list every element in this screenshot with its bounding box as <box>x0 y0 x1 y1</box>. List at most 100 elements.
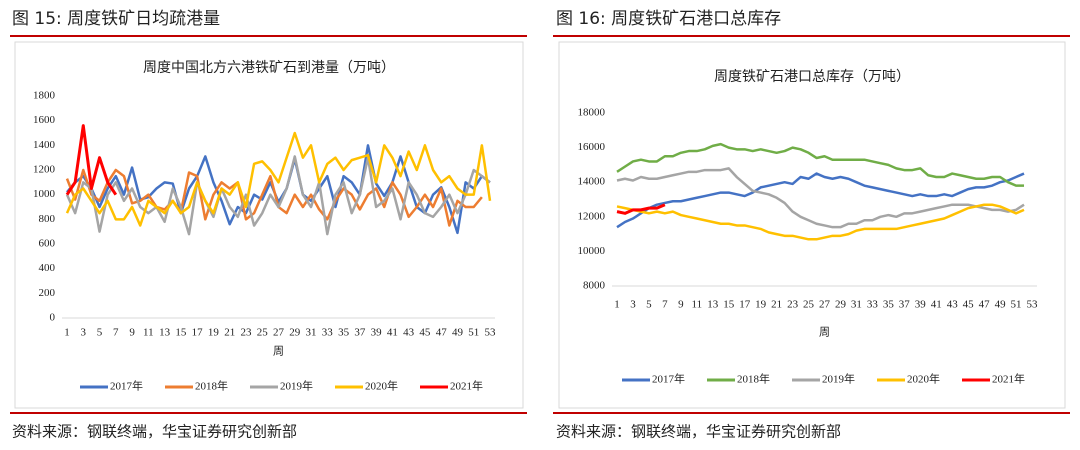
x-tick-label: 13 <box>707 299 719 311</box>
x-tick-label: 23 <box>240 327 252 339</box>
y-tick-label: 10000 <box>578 245 606 257</box>
x-tick-label: 33 <box>322 327 334 339</box>
x-tick-label: 21 <box>224 327 235 339</box>
x-tick-label: 29 <box>835 299 847 311</box>
x-tick-label: 51 <box>1011 299 1022 311</box>
x-tick-label: 17 <box>192 327 204 339</box>
y-tick-label: 8000 <box>583 280 606 292</box>
figure-caption: 图 15: 周度铁矿日均疏港量 <box>12 9 220 29</box>
x-tick-label: 35 <box>338 327 350 339</box>
y-tick-label: 12000 <box>578 210 606 222</box>
source-note: 资料来源：钢联终端，华宝证券研究创新部 <box>12 423 297 441</box>
x-axis-label: 周 <box>819 326 830 339</box>
source-note: 资料来源：钢联终端，华宝证券研究创新部 <box>556 423 841 441</box>
y-tick-label: 1600 <box>33 114 56 126</box>
data-line <box>65 155 491 236</box>
x-tick-label: 53 <box>485 327 497 339</box>
y-tick-label: 600 <box>39 238 56 250</box>
chart-frame <box>558 41 1066 409</box>
x-tick-label: 3 <box>630 299 636 311</box>
x-tick-label: 39 <box>371 327 383 339</box>
x-tick-label: 31 <box>306 327 317 339</box>
data-line <box>65 124 118 196</box>
data-line <box>616 167 1025 229</box>
x-tick-label: 49 <box>452 327 464 339</box>
x-tick-label: 15 <box>175 327 187 339</box>
y-tick-label: 1000 <box>33 188 56 200</box>
x-tick-label: 49 <box>995 299 1007 311</box>
chart-title: 周度铁矿石港口总库存（万吨） <box>714 69 910 85</box>
x-tick-label: 33 <box>867 299 879 311</box>
y-tick-label: 1200 <box>33 164 56 176</box>
legend-label: 2017年 <box>652 372 685 386</box>
x-tick-label: 37 <box>899 299 911 311</box>
x-tick-label: 29 <box>289 327 301 339</box>
x-tick-label: 19 <box>755 299 767 311</box>
x-tick-label: 39 <box>915 299 927 311</box>
data-line <box>66 144 491 235</box>
data-line <box>616 203 1025 241</box>
legend-label: 2020年 <box>907 372 940 386</box>
data-line <box>616 142 1025 187</box>
x-tick-label: 47 <box>436 327 448 339</box>
x-tick-label: 23 <box>787 299 799 311</box>
x-tick-label: 53 <box>1027 299 1039 311</box>
x-tick-label: 1 <box>614 299 620 311</box>
x-tick-label: 21 <box>771 299 782 311</box>
x-tick-label: 41 <box>387 327 398 339</box>
x-tick-label: 43 <box>947 299 959 311</box>
x-tick-label: 15 <box>723 299 735 311</box>
legend-label: 2021年 <box>992 372 1025 386</box>
y-tick-label: 1400 <box>33 139 56 151</box>
x-tick-label: 27 <box>273 327 285 339</box>
legend-label: 2020年 <box>365 379 398 393</box>
x-tick-label: 11 <box>143 327 154 339</box>
y-tick-label: 1800 <box>33 90 56 102</box>
x-tick-label: 45 <box>419 327 431 339</box>
legend-label: 2021年 <box>450 379 483 393</box>
data-line <box>616 203 666 215</box>
x-tick-label: 13 <box>159 327 171 339</box>
legend-label: 2019年 <box>822 372 855 386</box>
figure-caption: 图 16: 周度铁矿石港口总库存 <box>556 9 781 29</box>
legend-label: 2018年 <box>737 372 770 386</box>
chart-frame <box>14 41 524 409</box>
y-tick-label: 0 <box>50 312 56 324</box>
x-tick-label: 3 <box>81 327 87 339</box>
x-tick-label: 47 <box>979 299 991 311</box>
x-tick-label: 11 <box>692 299 703 311</box>
x-tick-label: 9 <box>678 299 684 311</box>
x-axis-label: 周 <box>273 345 284 358</box>
x-tick-label: 25 <box>257 327 269 339</box>
legend-label: 2019年 <box>280 379 313 393</box>
chart-title: 周度中国北方六港铁矿石到港量（万吨） <box>143 60 395 76</box>
y-tick-label: 18000 <box>578 107 606 119</box>
x-tick-label: 5 <box>646 299 652 311</box>
x-tick-label: 35 <box>883 299 895 311</box>
x-tick-label: 27 <box>819 299 831 311</box>
data-line <box>616 172 1025 229</box>
x-tick-label: 1 <box>64 327 70 339</box>
legend-label: 2018年 <box>195 379 228 393</box>
y-tick-label: 400 <box>39 262 56 274</box>
x-tick-label: 37 <box>354 327 366 339</box>
x-tick-label: 5 <box>97 327 103 339</box>
x-tick-label: 7 <box>113 327 119 339</box>
x-tick-label: 9 <box>129 327 135 339</box>
y-tick-label: 16000 <box>578 141 606 153</box>
x-tick-label: 17 <box>739 299 751 311</box>
x-tick-label: 7 <box>662 299 668 311</box>
data-line <box>65 131 492 227</box>
y-tick-label: 200 <box>39 287 56 299</box>
data-line <box>65 168 483 227</box>
x-tick-label: 43 <box>403 327 415 339</box>
x-tick-label: 19 <box>208 327 220 339</box>
y-tick-label: 14000 <box>578 176 606 188</box>
legend-label: 2017年 <box>110 379 143 393</box>
x-tick-label: 45 <box>963 299 975 311</box>
x-tick-label: 31 <box>851 299 862 311</box>
x-tick-label: 25 <box>803 299 815 311</box>
x-tick-label: 51 <box>468 327 479 339</box>
y-tick-label: 800 <box>39 213 56 225</box>
